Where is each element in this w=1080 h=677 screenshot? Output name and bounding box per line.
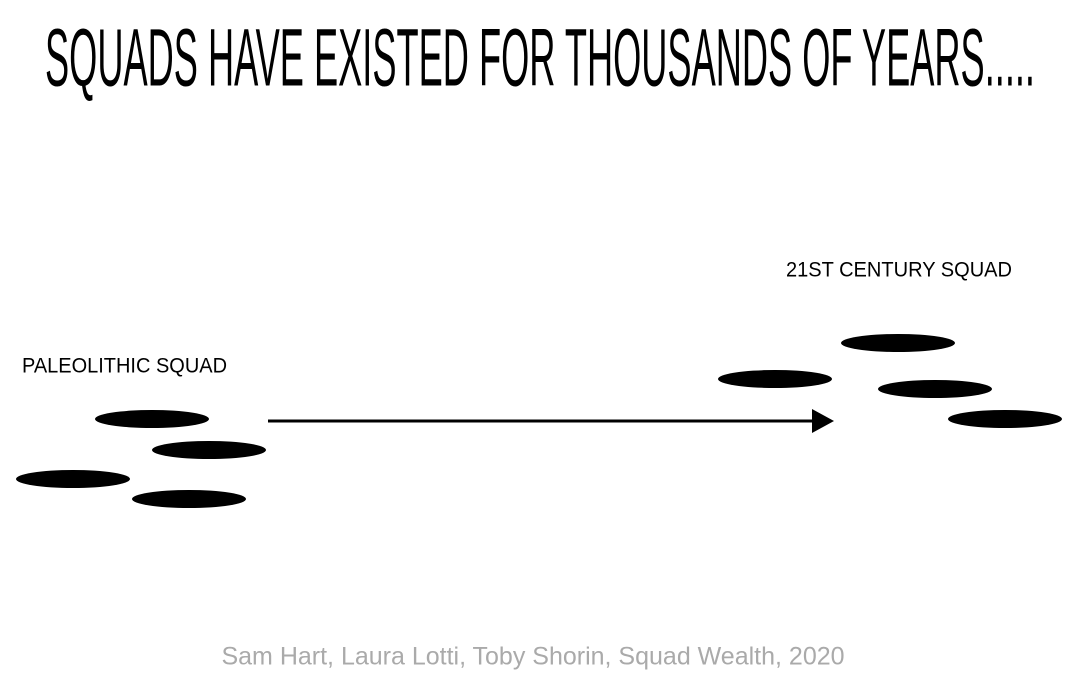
- member: [152, 441, 266, 459]
- member: [132, 490, 246, 508]
- modern-group: [718, 334, 1062, 428]
- member: [16, 470, 130, 488]
- member: [841, 334, 955, 352]
- member: [95, 410, 209, 428]
- group-label: 21ST CENTURY SQUAD: [786, 259, 1012, 282]
- slide-title: SQUADS HAVE EXISTED FOR THOUSANDS OF YEA…: [45, 13, 1035, 104]
- member: [718, 370, 832, 388]
- member: [878, 380, 992, 398]
- caption: Sam Hart, Laura Lotti, Toby Shorin, Squa…: [221, 643, 844, 671]
- member: [948, 410, 1062, 428]
- arrow: [268, 409, 834, 433]
- group-label: PALEOLITHIC SQUAD: [22, 355, 227, 378]
- paleolithic-group: [16, 410, 266, 508]
- arrow-head: [812, 409, 834, 433]
